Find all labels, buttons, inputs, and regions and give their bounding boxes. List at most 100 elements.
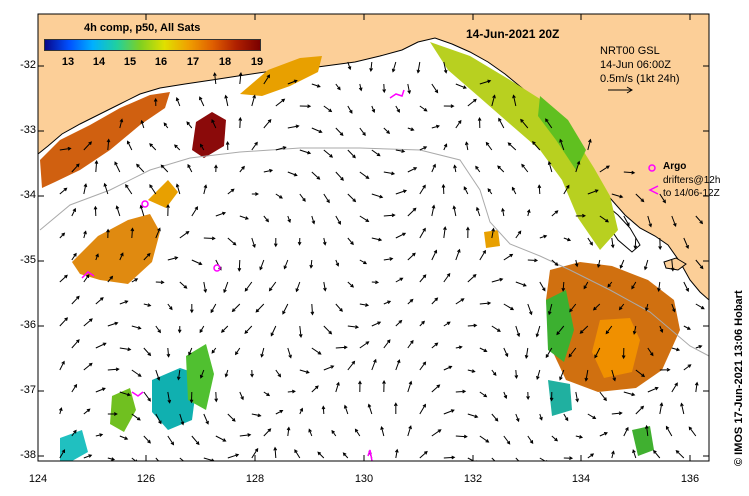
current-vector-arrow (103, 182, 109, 195)
current-vector-arrow (431, 342, 439, 349)
current-vector-arrow (659, 193, 666, 204)
current-vector-arrow (632, 325, 637, 335)
current-vector-arrow (234, 347, 241, 356)
current-vector-arrow (514, 369, 519, 380)
current-vector-arrow (587, 453, 595, 459)
current-vector-arrow (83, 141, 93, 151)
current-vector-arrow (311, 127, 323, 134)
current-vector-arrow (282, 303, 289, 315)
colorbar-tick-label: 19 (250, 56, 264, 68)
sst-patch-southeast-orange2 (592, 318, 640, 378)
current-vector-arrow (599, 391, 607, 402)
current-vector-arrow (575, 391, 580, 403)
current-vector-arrow (143, 391, 151, 402)
current-vector-arrow (335, 127, 344, 137)
current-vector-arrow (491, 325, 501, 332)
current-vector-arrow (532, 140, 541, 151)
current-vector-arrow (467, 323, 478, 328)
current-vector-arrow (71, 295, 80, 305)
current-vector-arrow (599, 215, 610, 223)
current-vector-arrow (354, 428, 361, 437)
current-vector-arrow (287, 79, 298, 85)
current-vector-arrow (561, 281, 566, 292)
current-vector-arrow (395, 277, 404, 283)
current-vector-arrow (563, 413, 569, 422)
longitude-tick-label: 130 (354, 473, 374, 485)
current-vector-arrow (520, 118, 529, 129)
current-vector-arrow (407, 425, 412, 437)
current-vector-arrow (166, 347, 171, 358)
latitude-tick-label: -36 (20, 319, 36, 331)
current-vector-arrow (106, 138, 111, 151)
current-vector-arrow (255, 303, 265, 313)
current-vector-arrow (545, 118, 553, 129)
current-vector-arrow (323, 193, 330, 204)
current-vector-arrow (359, 259, 368, 265)
current-vector-arrow (58, 407, 63, 415)
current-vector-arrow (431, 297, 439, 305)
sst-patch-mid-west (72, 214, 160, 284)
current-vector-arrow (95, 342, 107, 349)
current-vector-arrow (611, 193, 624, 199)
current-vector-arrow (419, 274, 427, 283)
current-vector-arrow (575, 435, 584, 439)
current-vector-arrow (270, 325, 277, 337)
current-vector-arrow (431, 163, 436, 173)
current-vector-arrow (536, 369, 541, 380)
drifter-track (367, 449, 373, 461)
colorbar-tick-label: 15 (123, 56, 137, 68)
current-vector-arrow (115, 205, 121, 217)
current-vector-arrow (107, 321, 119, 327)
current-vector-arrow (179, 413, 185, 426)
current-vector-arrow (407, 252, 416, 261)
current-vector-arrow (574, 259, 579, 268)
current-vector-arrow (211, 118, 217, 129)
current-vector-arrow (512, 94, 517, 107)
current-vector-arrow (443, 365, 453, 371)
current-vector-arrow (251, 141, 258, 151)
latitude-tick-label: -32 (20, 59, 36, 71)
current-vector-arrow (335, 303, 343, 312)
current-vector-arrow (160, 164, 169, 173)
current-vector-arrow (527, 435, 534, 444)
current-vector-arrow (210, 303, 217, 314)
current-vector-arrow (407, 298, 414, 305)
current-vector-arrow (479, 391, 488, 398)
current-vector-arrow (487, 188, 493, 195)
current-vector-arrow (539, 413, 543, 421)
drifter-track (131, 391, 144, 397)
current-vector-arrow (335, 345, 348, 350)
current-vector-arrow (382, 379, 386, 393)
sst-patch-south-green (186, 344, 214, 410)
sst-patch-southeast-teal (548, 380, 572, 416)
longitude-tick-label: 126 (136, 473, 156, 485)
colorbar-tick-label: 16 (154, 56, 168, 68)
colorbar-tick-label: 17 (186, 56, 200, 68)
current-vector-arrow (186, 121, 193, 129)
current-vector-arrow (657, 281, 661, 292)
current-vector-arrow (283, 259, 289, 270)
drifters-legend-label-2: to 14/06-12Z (663, 188, 720, 199)
current-vector-arrow (503, 253, 514, 261)
current-vector-arrow (407, 83, 411, 95)
current-vector-arrow (107, 412, 118, 416)
current-vector-arrow (416, 61, 421, 74)
current-vector-arrow (175, 183, 181, 195)
current-vector-arrow (299, 104, 312, 109)
current-vector-arrow (695, 303, 705, 310)
current-vector-arrow (675, 449, 685, 459)
current-vector-arrow (131, 413, 141, 421)
current-vector-arrow (407, 127, 415, 131)
current-vector-arrow (359, 127, 366, 137)
current-vector-arrow (167, 391, 172, 404)
island (663, 257, 687, 271)
current-vector-arrow (213, 72, 217, 85)
current-vector-arrow (153, 97, 158, 107)
current-vector-arrow (347, 149, 356, 159)
current-vector-arrow (419, 403, 426, 415)
current-vector-arrow (311, 347, 322, 355)
current-vector-arrow (179, 230, 190, 239)
current-vector-arrow (383, 339, 391, 349)
current-vector-arrow (107, 275, 114, 283)
current-vector-arrow (59, 317, 69, 327)
